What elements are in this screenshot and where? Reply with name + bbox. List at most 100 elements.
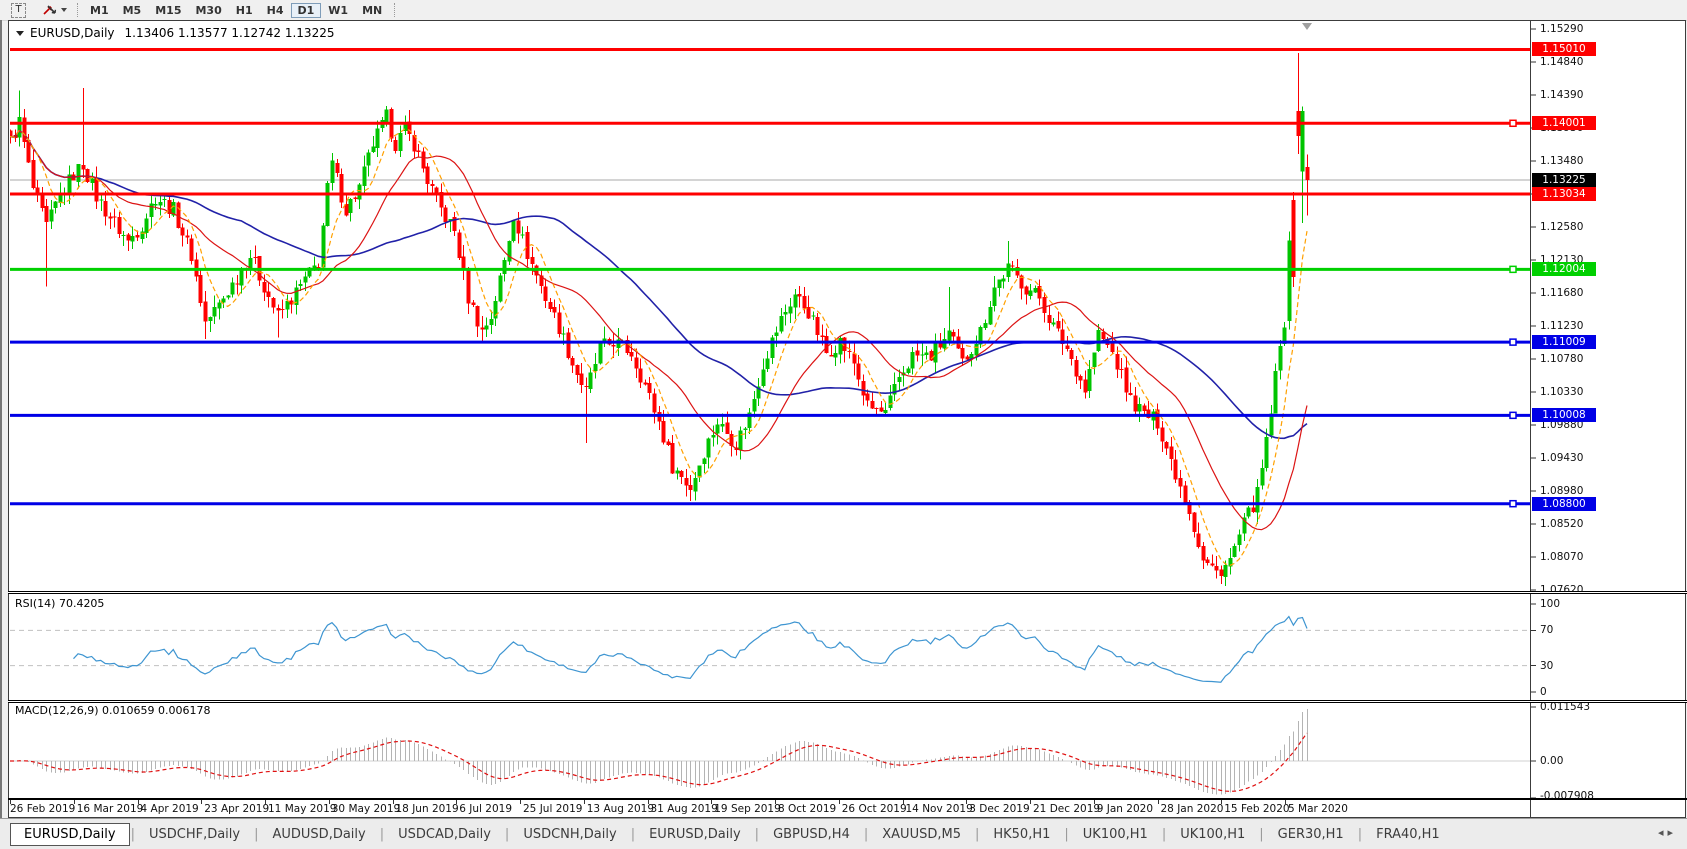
rsi-line: [73, 615, 1308, 683]
hline-1.10008[interactable]: [10, 411, 1530, 420]
tab-separator: |: [504, 827, 510, 842]
chart-tab-bar: EURUSD,Daily | USDCHF,Daily | AUDUSD,Daily | U…: [0, 818, 1687, 849]
chart-tab-1[interactable]: USDCHF,Daily: [148, 827, 241, 842]
hline-price-badge: 1.14001: [1532, 116, 1596, 131]
top-toolbar: T M1 M5 M15 M30 H1 H4 D1 W1 MN: [0, 0, 1687, 21]
tab-separator: |: [379, 827, 385, 842]
candlestick-series: [10, 53, 1310, 587]
toolbar-separator: [394, 3, 396, 17]
date-tick-label: 15 Feb 2020: [1224, 803, 1290, 815]
price-tick-label: 1.15290: [1540, 23, 1584, 35]
hline-1.08800[interactable]: [10, 499, 1530, 508]
nav-right-icon[interactable]: ▸: [1667, 826, 1677, 839]
macd-tick-label: 0.011543: [1540, 700, 1591, 713]
timeframe-button-group: M1 M5 M15 M30 H1 H4 D1 W1 MN: [83, 2, 389, 18]
price-tick-label: 1.10330: [1540, 386, 1584, 398]
hline-1.14001[interactable]: [10, 119, 1530, 128]
hline-1.11009[interactable]: [10, 338, 1530, 346]
price-tick-label: 1.08520: [1540, 518, 1584, 530]
price-tick-label: 1.14390: [1540, 89, 1584, 101]
date-tick-label: 9 Jan 2020: [1096, 803, 1154, 815]
hline-price-badge: 1.10008: [1532, 408, 1596, 423]
price-tick-label: 1.12580: [1540, 221, 1584, 233]
tab-separator: |: [754, 827, 760, 842]
timeframe-button-m15[interactable]: M15: [155, 3, 182, 17]
price-tick-label: 1.08980: [1540, 485, 1584, 497]
macd-tick-label: -0.007908: [1540, 790, 1594, 802]
date-tick-label: 25 Jul 2019: [523, 803, 583, 815]
arrows-tool-button[interactable]: [37, 2, 72, 18]
text-tool-button[interactable]: T: [6, 2, 31, 18]
rsi-panel: [10, 615, 1530, 683]
chart-tab-7[interactable]: XAUUSD,M5: [882, 827, 961, 842]
hline-price-badge: 1.08800: [1532, 496, 1596, 511]
rsi-indicator-label: RSI(14) 70.4205: [15, 597, 105, 610]
chart-tab-3[interactable]: USDCAD,Daily: [398, 827, 491, 842]
arrows-icon: [43, 5, 57, 15]
toolbar-separator: [77, 3, 78, 17]
date-tick-label: 13 Aug 2019: [586, 803, 655, 815]
timeframe-button-mn[interactable]: MN: [362, 3, 383, 17]
timeframe-button-h4[interactable]: H4: [266, 3, 284, 17]
tab-separator: |: [254, 827, 259, 842]
chart-tab-4[interactable]: USDCNH,Daily: [523, 827, 617, 842]
tab-separator: |: [1064, 827, 1069, 842]
price-tick-label: 1.09430: [1540, 452, 1584, 464]
rsi-tick-label: 70: [1540, 624, 1554, 637]
chart-window: [8, 20, 1686, 818]
price-tick-label: 1.11680: [1540, 287, 1584, 299]
rsi-tick-label: 30: [1540, 659, 1554, 672]
timeframe-button-h1[interactable]: H1: [235, 3, 253, 17]
mdi-client-edge: [0, 20, 2, 818]
chart-tab-8[interactable]: HK50,H1: [993, 827, 1051, 842]
chart-tab-10[interactable]: UK100,H1: [1180, 827, 1246, 842]
tab-separator: |: [630, 827, 636, 842]
timeframe-button-d1[interactable]: D1: [290, 2, 322, 18]
date-tick-label: 23 Apr 2019: [204, 803, 270, 815]
ma-slow-line: [10, 129, 1308, 440]
chart-tab-11[interactable]: GER30,H1: [1277, 827, 1344, 842]
chart-tab-6[interactable]: GBPUSD,H4: [773, 827, 850, 842]
date-tick-label: 6 Jul 2019: [459, 803, 512, 815]
chart-tab-2[interactable]: AUDUSD,Daily: [272, 827, 366, 842]
macd-bottom-separator: [8, 798, 1687, 800]
timeframe-button-m5[interactable]: M5: [122, 3, 142, 17]
date-tick-label: 14 Nov 2019: [905, 803, 973, 815]
rsi-macd-separator[interactable]: [8, 700, 1687, 703]
ohlc-values: 1.13406 1.13577 1.12742 1.13225: [124, 26, 335, 40]
chart-tab-0[interactable]: EURUSD,Daily: [10, 823, 130, 846]
chart-tab-12[interactable]: FRA40,H1: [1376, 827, 1440, 842]
hline-price-badge: 1.12004: [1532, 262, 1596, 277]
date-tick-label: 16 Mar 2019: [76, 803, 144, 815]
rsi-tick-label: 100: [1540, 598, 1561, 610]
hline-price-badge: 1.13034: [1532, 187, 1596, 201]
date-tick-label: 5 Mar 2020: [1288, 803, 1348, 815]
timeframe-button-m30[interactable]: M30: [195, 3, 222, 17]
ma-fast-line: [10, 128, 1308, 567]
date-tick-label: 26 Oct 2019: [841, 803, 907, 815]
chart-plot-svg: [10, 23, 1536, 804]
date-tick-label: 26 Feb 2019: [10, 803, 76, 815]
hline-1.12004[interactable]: [10, 265, 1530, 274]
nav-left-icon[interactable]: ◂: [1657, 826, 1668, 839]
main-rsi-separator[interactable]: [8, 591, 1687, 594]
macd-signal-line: [10, 732, 1308, 792]
main-price-panel: [10, 53, 1530, 587]
date-tick-label: 3 Dec 2019: [969, 803, 1030, 815]
macd-indicator-label: MACD(12,26,9) 0.010659 0.006178: [15, 704, 211, 717]
ma-medium-line: [10, 129, 1308, 531]
current-price-badge: 1.13225: [1532, 173, 1596, 188]
chart-shift-marker[interactable]: [1302, 23, 1312, 30]
chart-tab-9[interactable]: UK100,H1: [1082, 827, 1148, 842]
chart-tab-5[interactable]: EURUSD,Daily: [649, 827, 741, 842]
price-tick-label: 1.08070: [1540, 551, 1584, 563]
date-tick-label: 21 Dec 2019: [1033, 803, 1101, 815]
tab-separator: |: [863, 827, 869, 842]
timeframe-button-m1[interactable]: M1: [90, 3, 109, 17]
tab-nav-arrows[interactable]: ◂▸: [1658, 826, 1677, 839]
timeframe-button-w1[interactable]: W1: [328, 3, 349, 17]
macd-tick-label: 0.00: [1540, 755, 1564, 767]
price-axis-line: [1530, 20, 1531, 818]
price-tick-label: 1.13480: [1540, 155, 1584, 167]
